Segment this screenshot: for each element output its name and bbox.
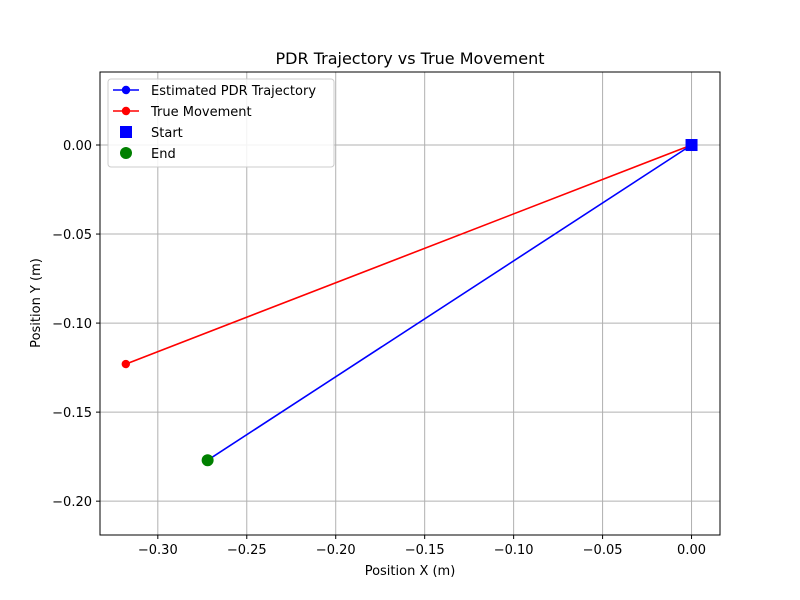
chart-title: PDR Trajectory vs True Movement [276, 49, 545, 68]
x-tick-label: −0.20 [316, 543, 356, 558]
legend-label: True Movement [150, 105, 252, 120]
end-marker [201, 454, 214, 467]
legend: Estimated PDR Trajectory True Movement Sta… [107, 78, 335, 168]
x-tick-label: −0.05 [583, 543, 623, 558]
x-tick-label: −0.15 [405, 543, 445, 558]
legend-label: Start [151, 126, 183, 141]
legend-point-swatch [121, 106, 131, 116]
x-axis-label: Position X (m) [365, 564, 456, 579]
plot-area-border [99, 71, 721, 536]
start-marker [685, 139, 698, 152]
y-tick-label: 0.00 [63, 139, 92, 154]
y-tick-label: −0.20 [52, 495, 92, 510]
series-layer [121, 139, 698, 467]
y-tick-label: −0.15 [52, 406, 92, 421]
y-tick-label: −0.10 [52, 317, 92, 332]
series-line-0 [207, 144, 692, 461]
legend-circle-swatch [120, 147, 132, 159]
x-tick-label: 0.00 [677, 543, 706, 558]
plot-frame [99, 71, 721, 536]
legend-box [107, 78, 335, 168]
legend-square-swatch [120, 126, 132, 138]
series-line-1 [125, 144, 692, 365]
x-tick-label: −0.10 [494, 543, 534, 558]
x-tick-label: −0.30 [138, 543, 178, 558]
y-axis-label: Position Y (m) [29, 258, 44, 348]
y-tick-label: −0.05 [52, 228, 92, 243]
ticks: −0.30 −0.25 −0.20 −0.15 −0.10 −0.05 0.00 0.00 −0… [52, 139, 706, 558]
legend-label: Estimated PDR Trajectory [151, 84, 316, 99]
legend-point-swatch [121, 85, 131, 95]
legend-label: End [151, 147, 176, 162]
x-tick-label: −0.25 [227, 543, 267, 558]
series-point-1 [121, 359, 130, 369]
